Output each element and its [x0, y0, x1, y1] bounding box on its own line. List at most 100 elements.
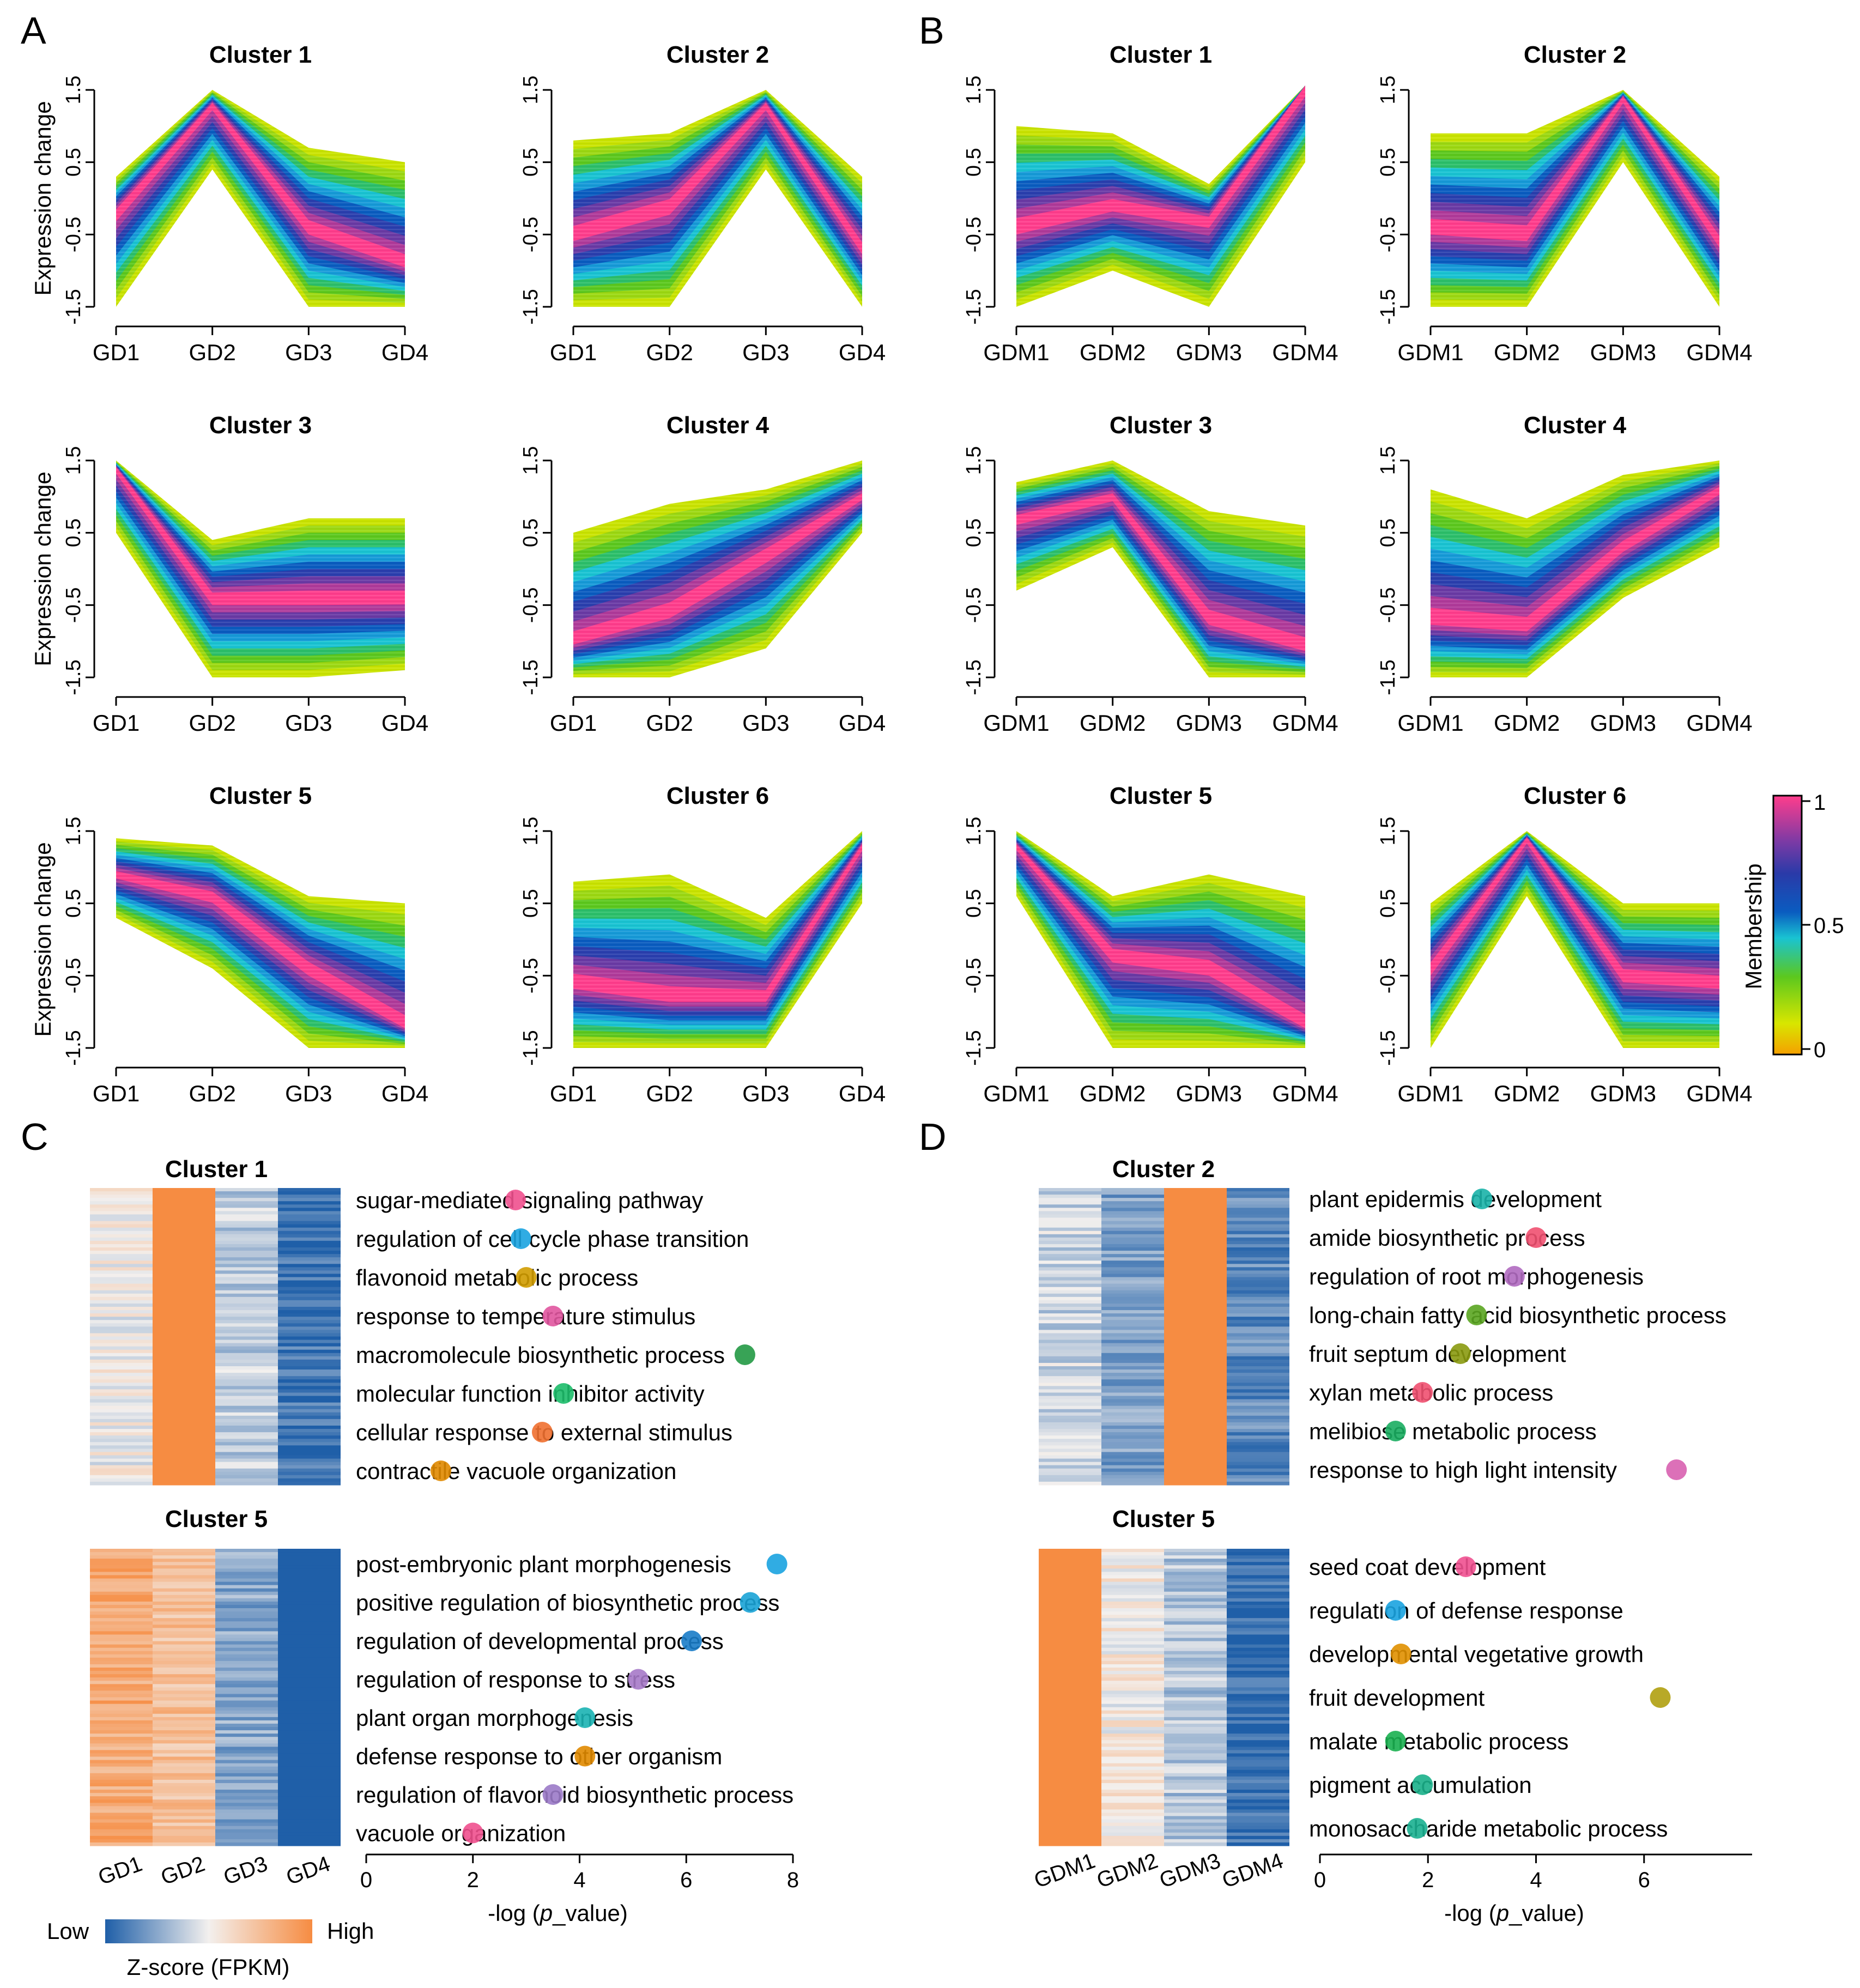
- heatmap-cell: [215, 1415, 278, 1420]
- heatmap-cell: [278, 1462, 341, 1466]
- heatmap-cell: [153, 1598, 215, 1602]
- heatmap-cell: [1039, 1803, 1101, 1807]
- heatmap-cell: [1101, 1362, 1164, 1367]
- heatmap-cell: [1101, 1300, 1164, 1304]
- go-term-label: regulation of response to stress: [356, 1667, 675, 1693]
- x-tick-label: GD3: [285, 1081, 332, 1106]
- heatmap-cell: [1164, 1303, 1227, 1307]
- heatmap-cell: [1039, 1217, 1101, 1222]
- heatmap-cell: [1039, 1458, 1101, 1463]
- heatmap-cell: [215, 1257, 278, 1261]
- heatmap-cell: [1039, 1839, 1101, 1843]
- heatmap-cell: [153, 1776, 215, 1780]
- y-tick-label: -1.5: [519, 289, 542, 324]
- x-tick-label: GDM2: [1080, 710, 1146, 736]
- heatmap-cell: [1227, 1839, 1289, 1843]
- heatmap-cell: [1039, 1641, 1101, 1645]
- heatmap-cell: [1039, 1204, 1101, 1208]
- heatmap-cell: [215, 1591, 278, 1596]
- go-term-label: regulation of cell cycle phase transitio…: [356, 1226, 749, 1252]
- heatmap-cell: [1039, 1660, 1101, 1665]
- heatmap-cell: [1164, 1257, 1227, 1261]
- go-term-dot: [431, 1460, 452, 1481]
- heatmap-cell: [1227, 1221, 1289, 1225]
- heatmap-cell: [1164, 1555, 1227, 1559]
- y-tick-label: 0.5: [519, 889, 542, 918]
- heatmap-cell: [1101, 1621, 1164, 1625]
- heatmap-cell: [215, 1835, 278, 1840]
- heatmap-cell: [1164, 1188, 1227, 1192]
- heatmap-cell: [1164, 1681, 1227, 1684]
- heatmap-cell: [1164, 1611, 1227, 1615]
- heatmap-cell: [153, 1422, 215, 1426]
- y-tick-label: -1.5: [62, 1030, 85, 1065]
- heatmap-cell: [1101, 1290, 1164, 1294]
- heatmap-cell: [215, 1234, 278, 1238]
- heatmap-cell: [90, 1585, 153, 1589]
- heatmap-cell: [1101, 1369, 1164, 1373]
- heatmap-cell: [215, 1549, 278, 1553]
- heatmap-cell: [1227, 1383, 1289, 1386]
- panel-d-cluster-2-heatmap: [1039, 1188, 1289, 1486]
- heatmap-cell: [153, 1737, 215, 1741]
- heatmap-cell: [90, 1747, 153, 1750]
- heatmap-cell: [215, 1763, 278, 1767]
- heatmap-cell: [278, 1392, 341, 1397]
- heatmap-cell: [1164, 1211, 1227, 1215]
- heatmap-cell: [90, 1481, 153, 1486]
- y-tick-label: -0.5: [62, 217, 85, 252]
- heatmap-cell: [1164, 1829, 1227, 1833]
- heatmap-cell: [278, 1786, 341, 1790]
- heatmap-cell: [1039, 1481, 1101, 1486]
- heatmap-cell: [278, 1769, 341, 1774]
- go-term-fruit-development: fruit development: [1309, 1685, 1671, 1711]
- heatmap-cell: [1227, 1435, 1289, 1439]
- heatmap-cell: [153, 1813, 215, 1817]
- heatmap-cell: [215, 1829, 278, 1833]
- heatmap-cell: [215, 1296, 278, 1301]
- heatmap-cell: [215, 1819, 278, 1823]
- heatmap-cell: [90, 1799, 153, 1803]
- heatmap-cell: [215, 1481, 278, 1486]
- heatmap-cell: [278, 1336, 341, 1341]
- heatmap-cell: [1164, 1773, 1227, 1777]
- heatmap-cell: [1164, 1816, 1227, 1820]
- y-axis: 1.50.5-0.5-1.5: [1377, 817, 1410, 1066]
- heatmap-cell: [1227, 1376, 1289, 1380]
- heatmap-cell: [278, 1307, 341, 1311]
- x-tick-label: 4: [573, 1868, 585, 1892]
- heatmap-cell: [1101, 1707, 1164, 1711]
- x-tick-label: GDM2: [1080, 340, 1146, 365]
- heatmap-cell: [1039, 1842, 1101, 1846]
- heatmap-cell: [1101, 1198, 1164, 1202]
- heatmap-cell: [1101, 1803, 1164, 1807]
- heatmap-cell: [1227, 1710, 1289, 1714]
- heatmap-cell: [1227, 1779, 1289, 1784]
- heatmap-cell: [278, 1419, 341, 1423]
- heatmap-cell: [1164, 1405, 1227, 1410]
- heatmap-cell: [90, 1195, 153, 1198]
- heatmap-cell: [215, 1694, 278, 1698]
- heatmap-cell: [1039, 1763, 1101, 1767]
- heatmap-cell: [90, 1237, 153, 1241]
- heatmap-cell: [278, 1621, 341, 1625]
- y-tick-label: 1.5: [962, 446, 985, 475]
- heatmap-cell: [1227, 1310, 1289, 1314]
- heatmap-cell: [1227, 1251, 1289, 1254]
- heatmap-cell: [1164, 1326, 1227, 1330]
- heatmap-cell: [1101, 1710, 1164, 1714]
- y-tick-label: 0.5: [62, 889, 85, 918]
- heatmap-cell: [215, 1611, 278, 1615]
- y-axis: 1.50.5-0.5-1.5: [62, 76, 95, 325]
- y-tick-label: 1.5: [62, 817, 85, 846]
- heatmap-cell: [278, 1217, 341, 1222]
- heatmap-cell: [1101, 1839, 1164, 1843]
- x-tick-label: GD1: [93, 1081, 140, 1106]
- x-axis: GD1 GD2 GD3 GD4: [93, 325, 428, 365]
- heatmap-cell: [215, 1468, 278, 1472]
- heatmap-cell: [1039, 1303, 1101, 1307]
- heatmap-cell: [1164, 1783, 1227, 1787]
- heatmap-cell: [1164, 1644, 1227, 1648]
- heatmap-cell: [215, 1595, 278, 1599]
- heatmap-cell: [1101, 1585, 1164, 1589]
